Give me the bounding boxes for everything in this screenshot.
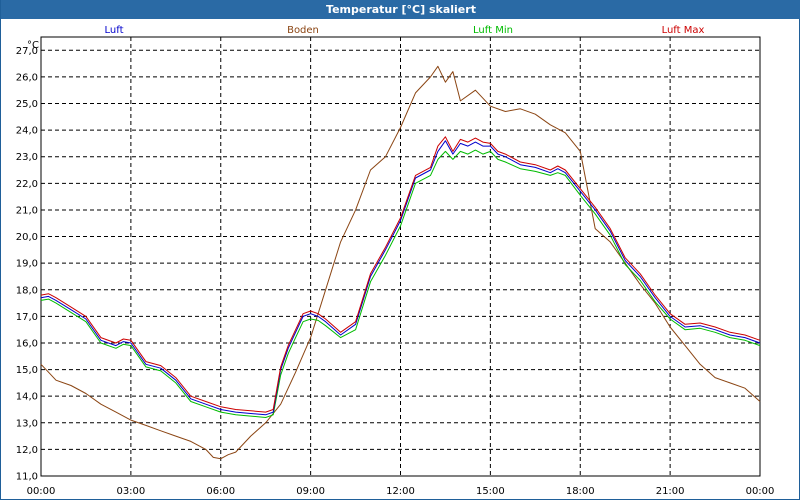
y-tick-label: 16,0 (16, 338, 38, 349)
x-tick-time: 09:00 (296, 486, 325, 497)
y-tick-label: 13,0 (16, 418, 38, 429)
x-tick-time: 03:00 (116, 486, 145, 497)
series-line-luft-max (40, 136, 761, 413)
x-tick-time: 00:00 (746, 486, 775, 497)
series-line-luft-min (40, 149, 761, 418)
legend-item-luft-max: Luft Max (662, 25, 705, 36)
y-tick-label: 27,0 (16, 46, 38, 57)
x-tick-time: 06:00 (206, 486, 235, 497)
x-tick-time: 00:00 (27, 486, 56, 497)
y-tick-label: 17,0 (16, 312, 38, 323)
y-tick-label: 24,0 (16, 126, 38, 137)
grid-lines (41, 37, 760, 477)
y-tick-label: 14,0 (16, 392, 38, 403)
x-axis: 00:0004.09.2103:0004.09.2106:0004.09.210… (27, 486, 775, 497)
y-tick-label: 20,0 (16, 232, 38, 243)
legend-item-boden: Boden (287, 25, 319, 36)
series-line-luft (40, 140, 761, 416)
x-tick-time: 15:00 (476, 486, 505, 497)
series-lines (40, 65, 761, 460)
y-tick-label: 19,0 (16, 259, 38, 270)
y-axis-unit: °C (27, 40, 39, 51)
y-tick-label: 21,0 (16, 205, 38, 216)
y-tick-label: 11,0 (16, 472, 38, 483)
x-tick-time: 21:00 (656, 486, 685, 497)
y-tick-label: 25,0 (16, 99, 38, 110)
legend: Luft Boden Luft Min Luft Max (105, 25, 705, 36)
y-tick-label: 18,0 (16, 285, 38, 296)
y-tick-label: 15,0 (16, 365, 38, 376)
legend-item-luft: Luft (105, 25, 124, 36)
y-tick-label: 12,0 (16, 445, 38, 456)
legend-item-luft-min: Luft Min (473, 25, 513, 36)
y-tick-label: 23,0 (16, 152, 38, 163)
y-tick-label: 26,0 (16, 72, 38, 83)
temperature-chart: 11,0 12,0 13,0 14,0 15,0 16,0 17,0 18,0 19,0 20,0… (16, 25, 775, 497)
y-axis: 11,0 12,0 13,0 14,0 15,0 16,0 17,0 18,0 19,0 20,0… (16, 46, 38, 483)
y-tick-label: 22,0 (16, 179, 38, 190)
x-tick-time: 18:00 (566, 486, 595, 497)
x-tick-time: 12:00 (386, 486, 415, 497)
window-title: Temperatur [°C] skaliert (1, 0, 800, 19)
